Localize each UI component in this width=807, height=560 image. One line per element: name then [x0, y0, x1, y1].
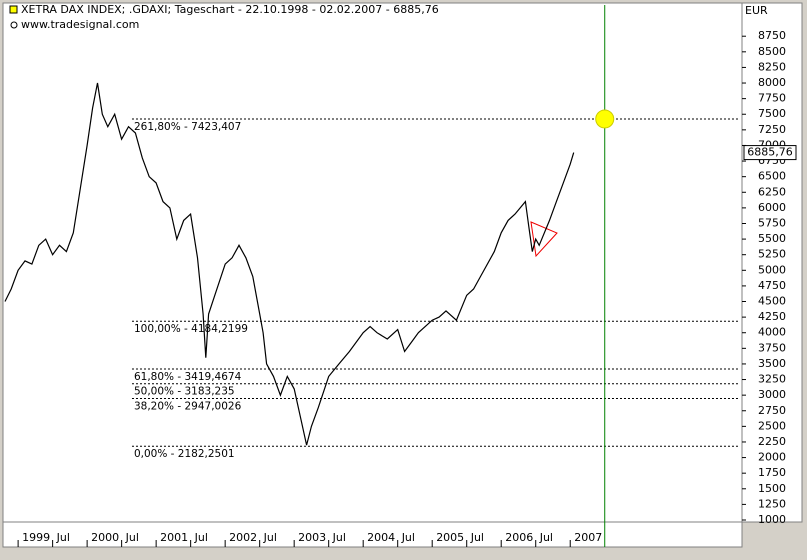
- x-tick-label: 1999: [22, 531, 50, 544]
- y-tick-label: 2750: [758, 404, 786, 417]
- y-tick-label: 5000: [758, 263, 786, 276]
- x-tick-label: Jul: [194, 531, 208, 544]
- y-tick-label: 2000: [758, 451, 786, 464]
- last-value-label: 6885,76: [747, 146, 793, 159]
- y-tick-label: 7250: [758, 123, 786, 136]
- x-tick-label: 2003: [298, 531, 326, 544]
- y-tick-label: 5250: [758, 248, 786, 261]
- x-tick-label: Jul: [470, 531, 484, 544]
- fib-label: 38,20% - 2947,0026: [134, 400, 242, 412]
- y-tick-label: 3000: [758, 388, 786, 401]
- x-tick-label: 2000: [91, 531, 119, 544]
- x-tick-label: Jul: [332, 531, 346, 544]
- y-tick-label: 4250: [758, 310, 786, 323]
- y-tick-label: 2250: [758, 435, 786, 448]
- y-tick-label: 3750: [758, 341, 786, 354]
- y-tick-label: 8250: [758, 60, 786, 73]
- y-tick-label: 4000: [758, 326, 786, 339]
- y-tick-label: 8000: [758, 76, 786, 89]
- y-tick-label: 8750: [758, 29, 786, 42]
- x-tick-label: Jul: [401, 531, 415, 544]
- fib-label: 261,80% - 7423,407: [134, 121, 241, 133]
- y-tick-label: 1000: [758, 513, 786, 526]
- x-tick-label: Jul: [263, 531, 277, 544]
- chart-title: XETRA DAX INDEX; .GDAXI; Tageschart - 22…: [21, 3, 439, 16]
- y-tick-label: 5750: [758, 216, 786, 229]
- y-tick-label: 6000: [758, 201, 786, 214]
- fib-label: 0,00% - 2182,2501: [134, 448, 235, 460]
- price-line: [4, 82, 575, 446]
- y-tick-label: 2500: [758, 419, 786, 432]
- fib-label: 50,00% - 3183,235: [134, 386, 235, 398]
- fib-label: 100,00% - 4184,2199: [134, 323, 248, 335]
- y-tick-label: 7500: [758, 107, 786, 120]
- y-tick-label: 6250: [758, 185, 786, 198]
- y-tick-label: 5500: [758, 232, 786, 245]
- x-tick-label: 2005: [436, 531, 464, 544]
- fib-label: 61,80% - 3419,4674: [134, 371, 242, 383]
- triangle-drawing: [530, 221, 558, 258]
- y-tick-label: 8500: [758, 45, 786, 58]
- symbol-icon: [9, 5, 18, 14]
- y-tick-label: 7750: [758, 92, 786, 105]
- y-tick-label: 4500: [758, 295, 786, 308]
- web-icon: [10, 21, 18, 29]
- y-tick-label: 3500: [758, 357, 786, 370]
- x-tick-label: 2002: [229, 531, 257, 544]
- x-tick-label: 2004: [367, 531, 395, 544]
- plot-area: [2, 2, 743, 523]
- y-tick-label: 1750: [758, 466, 786, 479]
- x-tick-label: Jul: [539, 531, 553, 544]
- y-axis-label: EUR: [745, 4, 768, 17]
- x-tick-label: 2007: [574, 531, 602, 544]
- last-value-box: [743, 145, 797, 161]
- chart-subtitle: www.tradesignal.com: [21, 18, 139, 31]
- x-tick-label: 2001: [160, 531, 188, 544]
- y-tick-label: 6500: [758, 170, 786, 183]
- target-marker: [595, 109, 615, 129]
- x-tick-label: Jul: [56, 531, 70, 544]
- x-tick-label: Jul: [125, 531, 139, 544]
- x-tick-label: 2006: [505, 531, 533, 544]
- y-tick-label: 1500: [758, 482, 786, 495]
- axis-panel: [741, 2, 803, 523]
- y-tick-label: 4750: [758, 279, 786, 292]
- time-axis-panel: [2, 521, 743, 548]
- y-tick-label: 1250: [758, 497, 786, 510]
- y-tick-label: 3250: [758, 373, 786, 386]
